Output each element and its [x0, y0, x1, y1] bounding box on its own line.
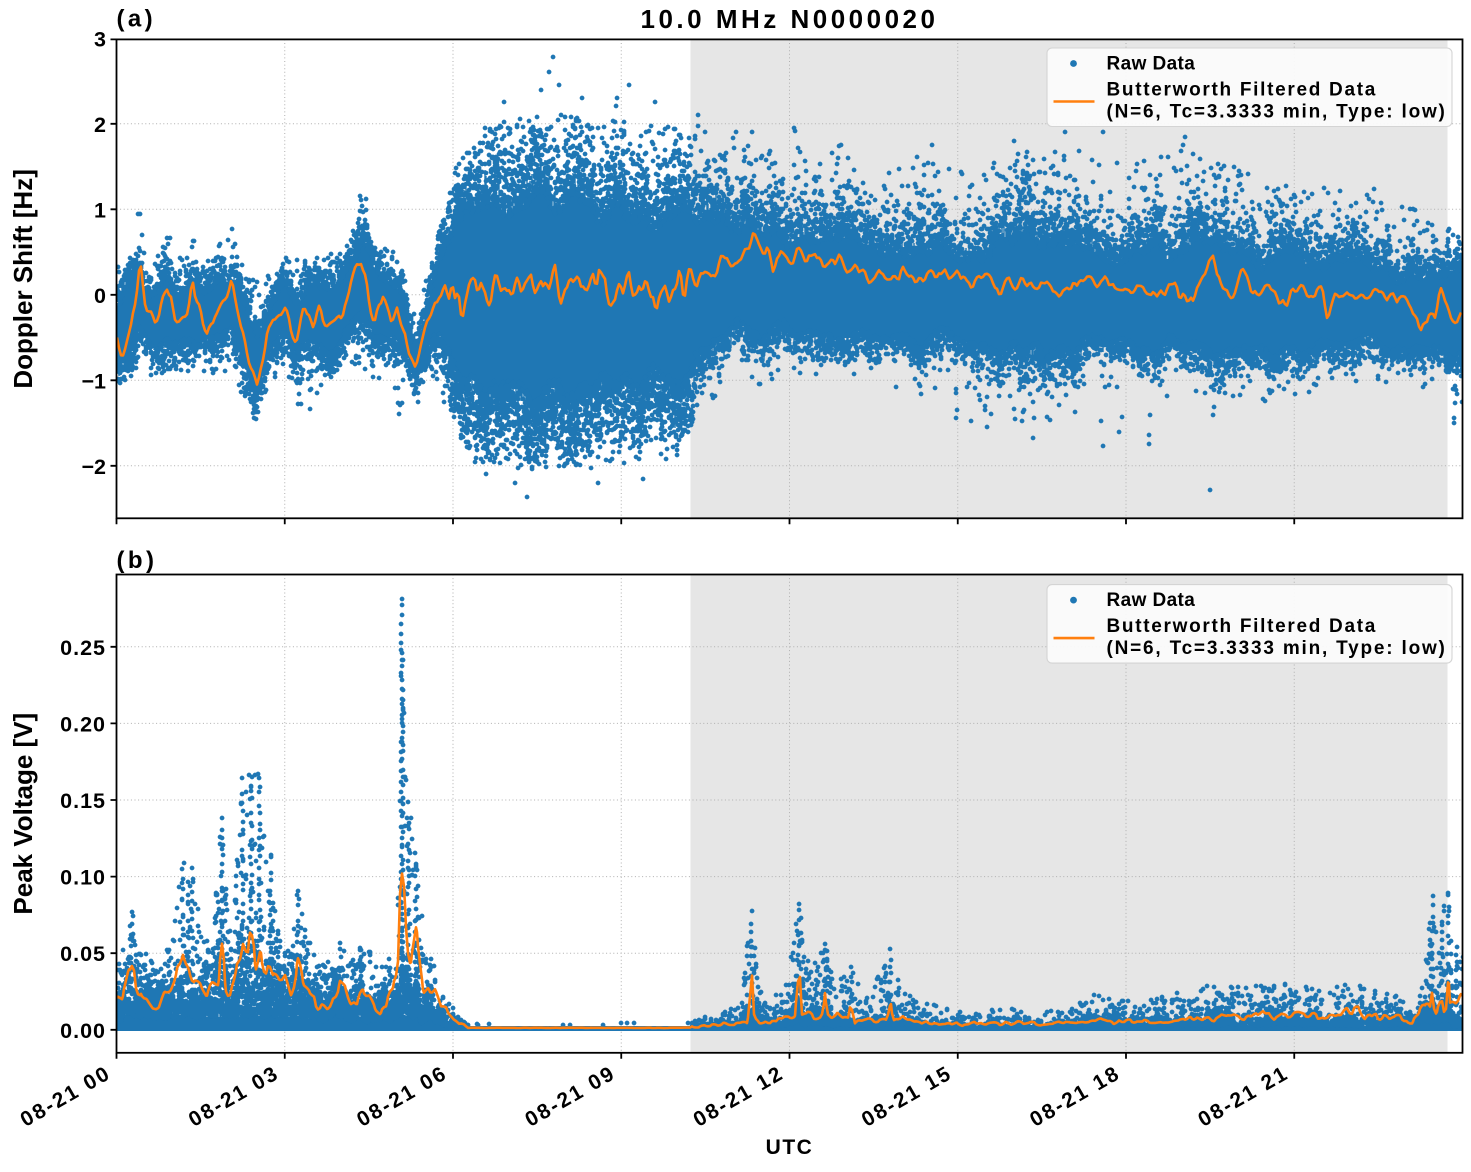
svg-text:Raw Data: Raw Data [1107, 54, 1196, 75]
svg-text:(N=6, Tc=3.3333 min, Type: low: (N=6, Tc=3.3333 min, Type: low) [1107, 638, 1447, 659]
svg-text:2: 2 [94, 113, 106, 137]
svg-text:Raw Data: Raw Data [1107, 590, 1196, 611]
svg-text:0.25: 0.25 [60, 636, 106, 660]
svg-text:UTC: UTC [766, 1136, 814, 1159]
svg-text:−2: −2 [81, 455, 106, 479]
svg-text:0.00: 0.00 [60, 1019, 106, 1043]
svg-text:−1: −1 [81, 369, 106, 393]
svg-text:Butterworth Filtered Data: Butterworth Filtered Data [1107, 80, 1378, 101]
svg-text:(N=6, Tc=3.3333 min, Type: low: (N=6, Tc=3.3333 min, Type: low) [1107, 102, 1447, 123]
svg-text:10.0 MHz N0000020: 10.0 MHz N0000020 [641, 4, 939, 34]
svg-text:0.15: 0.15 [60, 789, 106, 813]
svg-text:0.05: 0.05 [60, 942, 106, 966]
svg-text:Butterworth Filtered Data: Butterworth Filtered Data [1107, 616, 1378, 637]
svg-text:0: 0 [94, 284, 106, 308]
svg-text:3: 3 [94, 27, 106, 51]
svg-text:0.10: 0.10 [60, 866, 106, 890]
svg-text:1: 1 [94, 198, 106, 222]
svg-text:Peak Voltage [V]: Peak Voltage [V] [8, 713, 38, 915]
svg-text:(b): (b) [117, 547, 158, 574]
svg-text:(a): (a) [117, 6, 157, 33]
svg-text:0.20: 0.20 [60, 712, 106, 736]
svg-text:Doppler Shift [Hz]: Doppler Shift [Hz] [8, 169, 38, 389]
